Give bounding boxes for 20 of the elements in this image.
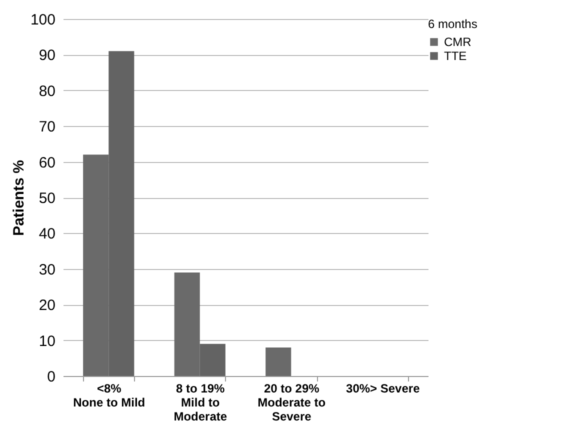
y-tick-label: 50 [38,190,56,207]
y-tick-label: 30 [38,261,56,278]
bar [266,347,292,376]
y-tick-label: 60 [38,154,56,172]
x-tick-label: 30%> Severe [346,382,420,396]
y-tick-label: 100 [30,12,56,28]
x-tick-label: <8% None to Mild [73,382,146,410]
y-tick-label: 40 [38,226,56,243]
y-tick-label: 80 [38,82,56,100]
legend-label: TTE [444,49,467,63]
y-axis-title: Patients % [10,160,28,236]
y-tick-label: 0 [47,368,56,386]
x-tick-label: 8 to 19% Mild to Moderate [174,382,228,424]
legend-label: CMR [444,35,472,49]
legend-title: 6 months [428,17,478,31]
y-tick-label: 90 [38,47,56,64]
x-tick-label: 20 to 29% Moderate to Severe [258,382,326,424]
y-tick-label: 20 [38,297,56,314]
y-tick-label: 10 [38,332,56,350]
y-tick-label: 70 [38,118,56,136]
